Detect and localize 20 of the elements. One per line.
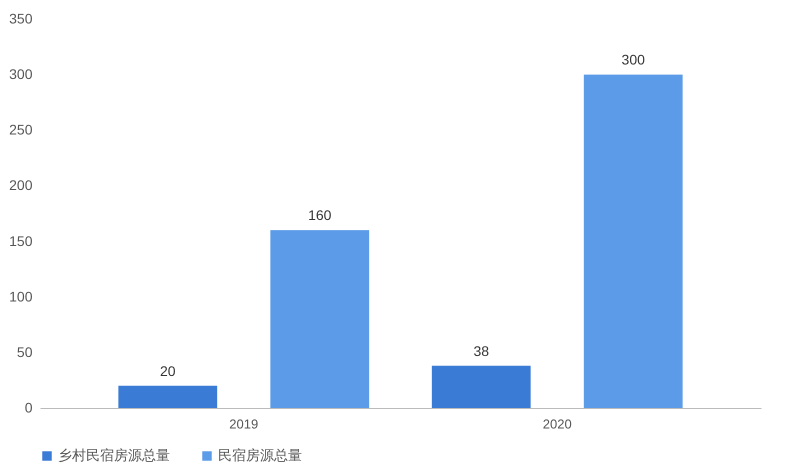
data-label: 38 — [473, 342, 490, 359]
y-tick-label: 200 — [9, 177, 33, 194]
y-tick-label: 50 — [16, 344, 33, 360]
bar — [432, 366, 531, 408]
bar — [118, 386, 218, 408]
legend-label: 乡村民宿房源总量 — [58, 447, 170, 463]
data-label: 20 — [160, 362, 176, 379]
bar — [270, 230, 370, 408]
bar — [584, 74, 683, 408]
data-label: 300 — [622, 52, 646, 68]
y-tick-label: 100 — [9, 288, 33, 304]
y-tick-label: 250 — [9, 122, 33, 138]
x-tick-label: 2019 — [229, 416, 258, 432]
data-label: 160 — [308, 207, 332, 224]
y-tick-label: 350 — [9, 10, 33, 26]
legend-label: 民宿房源总量 — [218, 447, 302, 463]
x-tick-label: 2020 — [542, 416, 572, 432]
y-tick-label: 150 — [9, 232, 33, 249]
y-tick-label: 300 — [9, 66, 33, 82]
y-tick-label: 0 — [24, 400, 33, 416]
